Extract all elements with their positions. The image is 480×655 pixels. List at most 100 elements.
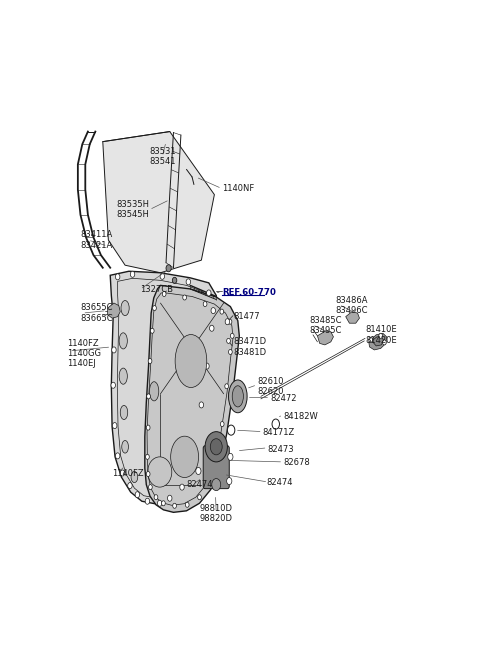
Circle shape: [146, 425, 150, 430]
Ellipse shape: [121, 301, 129, 316]
Polygon shape: [145, 286, 240, 512]
Circle shape: [145, 498, 150, 504]
Circle shape: [215, 459, 218, 464]
Circle shape: [203, 301, 207, 307]
Text: 83471D
83481D: 83471D 83481D: [233, 337, 266, 356]
Circle shape: [154, 495, 158, 500]
Circle shape: [112, 347, 116, 353]
Circle shape: [228, 349, 232, 354]
Text: 1140FZ
1140GG
1140EJ: 1140FZ 1140GG 1140EJ: [67, 339, 101, 368]
Text: 83485C
83495C: 83485C 83495C: [309, 316, 342, 335]
Ellipse shape: [131, 472, 138, 483]
Circle shape: [112, 310, 117, 316]
Ellipse shape: [175, 335, 207, 388]
Text: 82678: 82678: [283, 458, 310, 468]
Text: 98810D
98820D: 98810D 98820D: [200, 504, 233, 523]
Circle shape: [128, 483, 132, 489]
Circle shape: [180, 484, 184, 490]
Circle shape: [162, 500, 165, 506]
Text: REF.60-770: REF.60-770: [222, 288, 276, 297]
Circle shape: [150, 328, 154, 333]
Ellipse shape: [120, 405, 128, 420]
Ellipse shape: [149, 382, 159, 401]
Circle shape: [191, 448, 195, 454]
Ellipse shape: [119, 333, 127, 349]
Circle shape: [210, 326, 214, 331]
Ellipse shape: [232, 386, 243, 407]
Text: 82474: 82474: [266, 477, 293, 487]
Circle shape: [148, 358, 152, 364]
Text: 83486A
83496C: 83486A 83496C: [335, 296, 368, 315]
Circle shape: [145, 455, 149, 459]
Circle shape: [120, 470, 125, 476]
Text: 83535H
83545H: 83535H 83545H: [116, 200, 149, 219]
Circle shape: [225, 384, 228, 389]
Polygon shape: [369, 333, 386, 350]
Circle shape: [115, 453, 120, 459]
FancyBboxPatch shape: [203, 446, 229, 489]
Text: 82472: 82472: [270, 394, 297, 403]
Text: 84182W: 84182W: [283, 412, 318, 421]
Circle shape: [148, 485, 152, 490]
Circle shape: [205, 432, 228, 462]
Text: 82473: 82473: [267, 445, 294, 454]
Circle shape: [199, 402, 204, 408]
Polygon shape: [110, 271, 218, 505]
Circle shape: [168, 495, 172, 501]
Polygon shape: [317, 331, 334, 345]
Circle shape: [198, 495, 202, 500]
Polygon shape: [108, 303, 120, 318]
Circle shape: [162, 291, 166, 297]
Circle shape: [147, 394, 150, 399]
Text: 1140NF: 1140NF: [222, 184, 254, 193]
Circle shape: [228, 425, 235, 435]
Circle shape: [206, 290, 211, 296]
Text: 81477: 81477: [233, 312, 260, 321]
Text: 84171Z: 84171Z: [263, 428, 295, 437]
Circle shape: [272, 419, 279, 429]
Text: 1327CB: 1327CB: [140, 285, 173, 294]
Ellipse shape: [119, 368, 127, 384]
Circle shape: [211, 308, 216, 314]
Circle shape: [115, 274, 120, 280]
Circle shape: [208, 482, 211, 487]
Polygon shape: [103, 132, 215, 272]
Circle shape: [111, 383, 115, 388]
Text: 1140FZ: 1140FZ: [112, 468, 144, 477]
Circle shape: [166, 265, 171, 272]
Circle shape: [210, 439, 222, 455]
Circle shape: [196, 468, 201, 474]
Circle shape: [227, 477, 232, 485]
Circle shape: [383, 340, 386, 345]
Ellipse shape: [171, 436, 199, 477]
Circle shape: [186, 279, 191, 285]
Polygon shape: [346, 312, 360, 323]
Polygon shape: [372, 337, 384, 346]
Text: 83531
83541: 83531 83541: [149, 147, 176, 166]
Ellipse shape: [148, 457, 172, 487]
Circle shape: [112, 422, 117, 428]
Circle shape: [225, 319, 229, 325]
Circle shape: [220, 422, 224, 426]
Circle shape: [379, 333, 383, 339]
Circle shape: [135, 492, 140, 498]
Ellipse shape: [122, 440, 129, 453]
Circle shape: [160, 273, 165, 279]
Circle shape: [227, 339, 230, 343]
Circle shape: [146, 472, 150, 477]
Text: 82610
82620: 82610 82620: [257, 377, 284, 396]
Ellipse shape: [228, 380, 247, 413]
Text: 83411A
83421A: 83411A 83421A: [81, 231, 113, 250]
Text: 81410E
81420E: 81410E 81420E: [365, 325, 396, 345]
Circle shape: [130, 271, 135, 277]
Circle shape: [369, 337, 372, 343]
Circle shape: [220, 309, 224, 314]
Circle shape: [204, 363, 209, 369]
Circle shape: [157, 500, 162, 506]
Circle shape: [185, 502, 189, 507]
Circle shape: [228, 319, 232, 324]
Circle shape: [230, 333, 234, 339]
Text: 82474: 82474: [186, 479, 213, 489]
Circle shape: [183, 295, 186, 300]
Text: 83655C
83665C: 83655C 83665C: [81, 303, 113, 323]
